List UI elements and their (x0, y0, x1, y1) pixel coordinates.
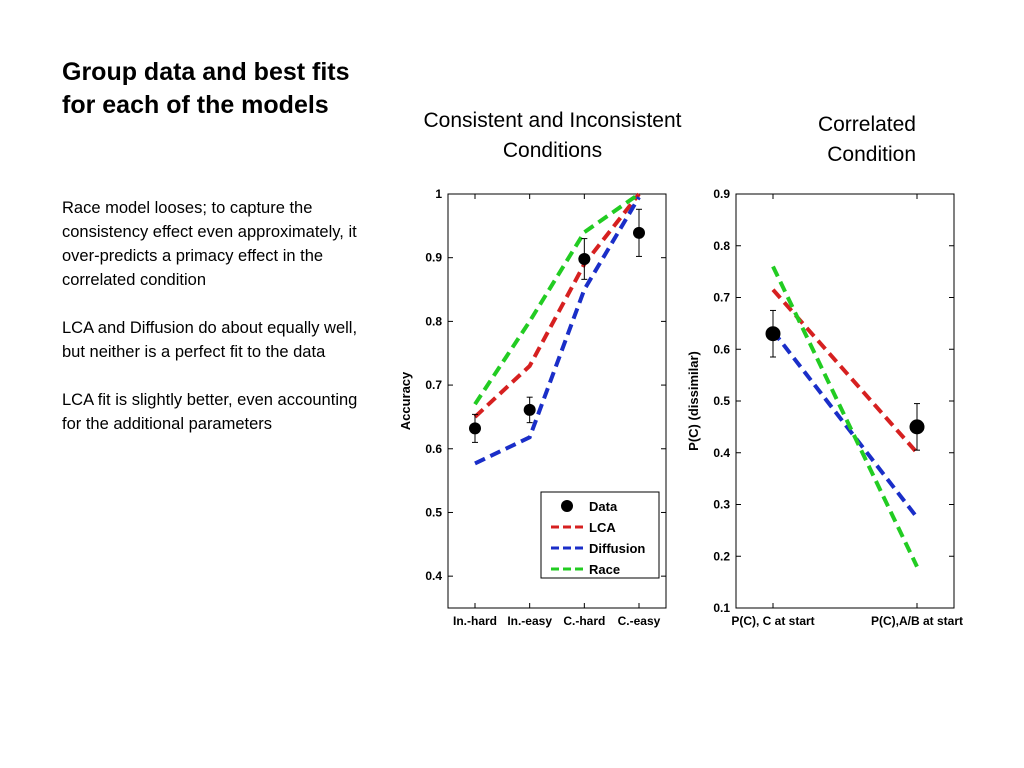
data-point (633, 226, 645, 239)
series-line-race (771, 265, 919, 568)
y-tick-label: 0.9 (713, 187, 730, 201)
legend-marker-data (561, 500, 573, 512)
y-tick-label: 0.6 (713, 342, 730, 356)
bullet-item: LCA fit is slightly better, even account… (62, 391, 358, 433)
data-point (578, 252, 591, 265)
data-point (523, 403, 536, 416)
data-point (469, 422, 481, 435)
y-tick-label: 0.8 (713, 239, 730, 253)
y-tick-label: 0.7 (713, 291, 730, 305)
y-tick-label: 0.1 (713, 601, 730, 615)
y-tick-label: 0.4 (425, 569, 442, 583)
y-axis-label: Accuracy (398, 371, 413, 430)
x-tick-label: C.-hard (563, 614, 605, 628)
legend-label: Diffusion (589, 541, 645, 556)
x-tick-label: In.-hard (453, 614, 497, 628)
y-tick-label: 0.4 (713, 446, 730, 460)
chart-right-title: Correlated Condition (817, 113, 916, 166)
y-tick-label: 0.8 (425, 314, 442, 328)
x-tick-label: C.-easy (618, 614, 661, 628)
y-tick-label: 0.6 (425, 442, 442, 456)
y-tick-label: 0.3 (713, 498, 730, 512)
y-tick-label: 0.9 (425, 251, 442, 265)
y-tick-label: 0.2 (713, 549, 730, 563)
plot-frame (447, 193, 667, 609)
bullet-list: Race model looses; to capture the consis… (62, 196, 380, 460)
chart-left-title: Consistent and Inconsistent Conditions (423, 109, 682, 162)
series-line-diffusion (474, 196, 641, 466)
x-tick-label: P(C),A/B at start (871, 614, 963, 628)
series-line-lca (473, 192, 641, 419)
legend-label: Race (589, 562, 620, 577)
x-tick-label: P(C), C at start (731, 614, 814, 628)
plot-frame (735, 193, 955, 609)
slide-title: Group data and best fits for each of the… (62, 58, 350, 119)
series-line-diffusion (771, 329, 919, 519)
y-tick-label: 0.7 (425, 378, 442, 392)
y-axis-label: P(C) (dissimilar) (686, 351, 701, 451)
legend-box (540, 491, 660, 579)
legend-label: Data (589, 499, 618, 514)
y-tick-label: 0.5 (713, 394, 730, 408)
bullet-item: LCA and Diffusion do about equally well,… (62, 319, 358, 361)
y-tick-label: 1 (435, 187, 442, 201)
data-point (765, 326, 781, 342)
x-tick-label: In.-easy (507, 614, 552, 628)
y-tick-label: 0.5 (425, 505, 442, 519)
data-point (909, 419, 925, 435)
bullet-item: Race model looses; to capture the consis… (62, 199, 357, 289)
legend-label: LCA (589, 520, 616, 535)
